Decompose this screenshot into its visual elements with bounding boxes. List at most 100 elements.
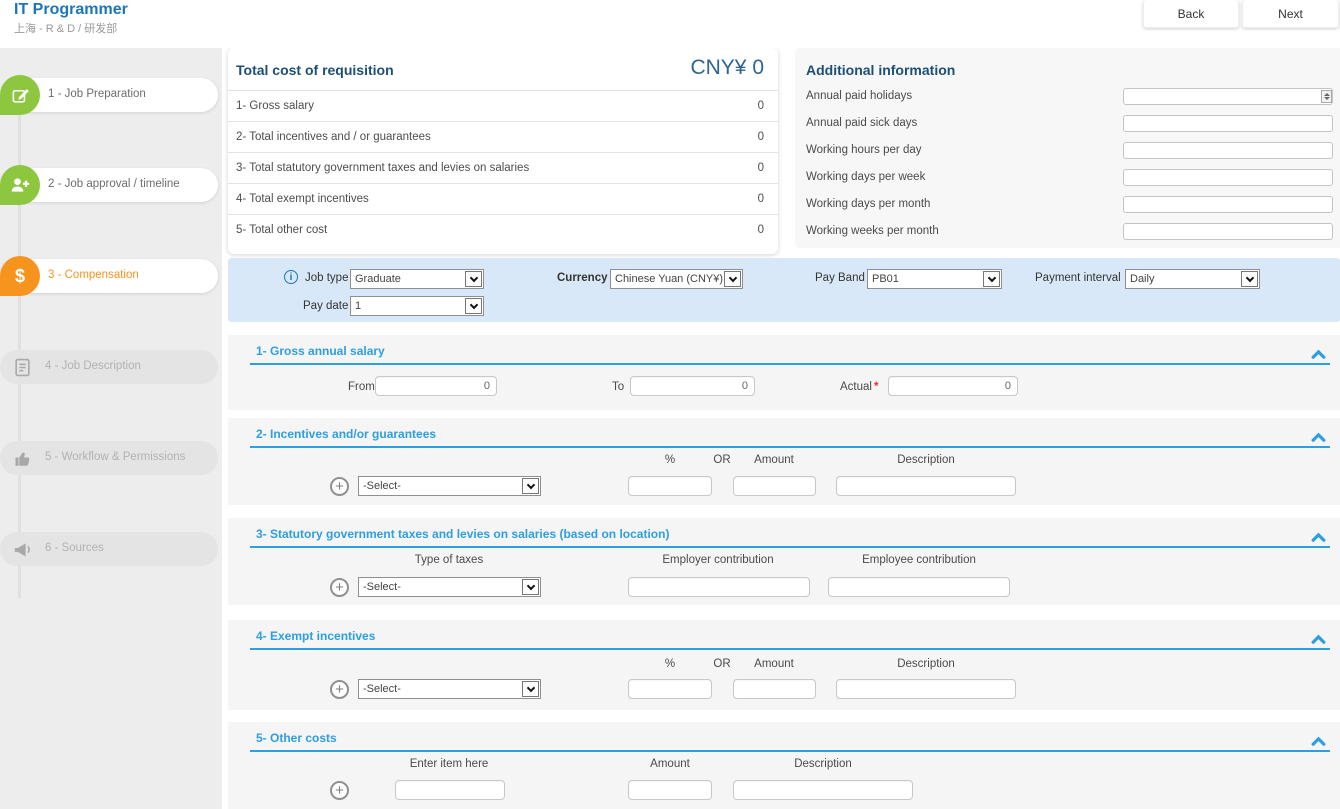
section-gross-annual-salary: 1- Gross annual salary From To Actual* — [228, 335, 1340, 410]
chevron-down-icon — [465, 298, 482, 314]
pay-date-select[interactable]: 1 — [350, 296, 484, 316]
info-icon[interactable]: i — [284, 270, 298, 284]
exempt-description-input[interactable] — [836, 679, 1016, 699]
other-cost-amount-input[interactable] — [628, 780, 712, 800]
job-type-select[interactable]: Graduate — [350, 269, 484, 289]
user-plus-icon — [0, 165, 40, 205]
working-days-per-month-input[interactable] — [1123, 196, 1333, 213]
working-days-per-week-input[interactable] — [1123, 169, 1333, 186]
compensation-toolbar: i Job type Graduate Currency Chinese Yua… — [228, 258, 1340, 322]
document-icon — [13, 358, 32, 377]
step-label: 5 - Workflow & Permissions — [45, 451, 186, 463]
exempt-select-value: -Select- — [363, 683, 401, 695]
back-button[interactable]: Back — [1143, 0, 1239, 28]
plus-icon[interactable]: + — [330, 477, 349, 496]
step-connector-line — [18, 98, 21, 598]
other-cost-item-input[interactable] — [395, 780, 505, 800]
percent-column-header: % — [664, 454, 676, 466]
actual-label: Actual * — [840, 381, 879, 393]
amount-column-header: Amount — [754, 454, 794, 466]
incentive-amount-input[interactable] — [733, 476, 816, 496]
page-subtitle: 上海 - R & D / 研发部 — [14, 23, 118, 35]
field-label: Working hours per day — [806, 144, 922, 156]
annual-paid-holidays-input[interactable] — [1123, 88, 1333, 105]
megaphone-icon — [13, 540, 32, 559]
incentive-select-value: -Select- — [363, 480, 401, 492]
chevron-up-icon[interactable] — [1311, 430, 1326, 442]
cost-row-label: 3- Total statutory government taxes and … — [236, 162, 530, 174]
total-cost-amount: CNY¥ 0 — [690, 56, 764, 79]
chevron-up-icon[interactable] — [1311, 632, 1326, 644]
additional-info-title: Additional information — [806, 62, 956, 78]
employee-contribution-input[interactable] — [828, 577, 1010, 597]
salary-to-input[interactable] — [630, 376, 755, 396]
additional-info-panel: Additional information Annual paid holid… — [795, 48, 1340, 248]
exempt-percent-input[interactable] — [628, 679, 712, 699]
field-label: Annual paid holidays — [806, 90, 913, 102]
payment-interval-select[interactable]: Daily — [1125, 269, 1260, 289]
tax-select-value: -Select- — [363, 581, 401, 593]
section-header: 1- Gross annual salary — [250, 341, 1330, 365]
total-cost-panel: Total cost of requisition CNY¥ 0 1- Gros… — [228, 48, 778, 254]
dollar-icon: $ — [0, 256, 40, 296]
sidebar-item-compensation[interactable]: $ 3 - Compensation — [0, 256, 218, 296]
tax-type-column-header: Type of taxes — [414, 554, 484, 566]
total-cost-rows: 1- Gross salary 0 2- Total incentives an… — [228, 90, 778, 246]
sidebar-item-job-preparation[interactable]: 1 - Job Preparation — [0, 75, 218, 115]
plus-icon[interactable]: + — [330, 781, 349, 800]
payment-interval-label: Payment interval — [1035, 272, 1121, 284]
incentive-description-input[interactable] — [836, 476, 1016, 496]
cost-row: 1- Gross salary 0 — [228, 91, 778, 122]
sidebar-item-sources[interactable]: 6 - Sources — [0, 532, 218, 566]
pay-date-value: 1 — [355, 300, 362, 312]
exempt-amount-input[interactable] — [733, 679, 816, 699]
number-spinner-icon[interactable] — [1321, 90, 1332, 103]
plus-icon[interactable]: + — [330, 578, 349, 597]
next-button[interactable]: Next — [1242, 0, 1339, 28]
chevron-down-icon — [522, 478, 539, 494]
section-exempt-incentives: 4- Exempt incentives % OR Amount Descrip… — [228, 620, 1340, 710]
chevron-up-icon[interactable] — [1311, 347, 1326, 359]
employer-contribution-input[interactable] — [628, 577, 810, 597]
sidebar-item-job-approval[interactable]: 2 - Job approval / timeline — [0, 165, 218, 205]
pay-band-label: Pay Band — [815, 272, 865, 284]
cost-row-label: 4- Total exempt incentives — [236, 193, 369, 205]
field-label: Working weeks per month — [806, 225, 939, 237]
sidebar-item-workflow-permissions[interactable]: 5 - Workflow & Permissions — [0, 441, 218, 475]
exempt-incentive-select[interactable]: -Select- — [358, 679, 541, 699]
section-header: 2- Incentives and/or guarantees — [250, 424, 1330, 448]
section-title: 3- Statutory government taxes and levies… — [256, 527, 670, 541]
step-label: 1 - Job Preparation — [48, 88, 146, 100]
working-weeks-per-month-input[interactable] — [1123, 223, 1333, 240]
chevron-up-icon[interactable] — [1311, 530, 1326, 542]
sidebar: 1 - Job Preparation 2 - Job approval / t… — [0, 48, 222, 809]
step-label: 4 - Job Description — [45, 360, 141, 372]
payment-interval-value: Daily — [1130, 273, 1155, 285]
section-title: 2- Incentives and/or guarantees — [256, 427, 437, 441]
plus-icon[interactable]: + — [330, 680, 349, 699]
cost-row-value: 0 — [757, 131, 764, 143]
sidebar-item-job-description[interactable]: 4 - Job Description — [0, 350, 218, 384]
chevron-up-icon[interactable] — [1311, 734, 1326, 746]
salary-actual-input[interactable] — [888, 376, 1018, 396]
header: IT Programmer 上海 - R & D / 研发部 Back Next — [0, 0, 1340, 48]
currency-select[interactable]: Chinese Yuan (CNY¥) — [610, 269, 743, 289]
tax-type-select[interactable]: -Select- — [358, 577, 541, 597]
percent-column-header: % — [664, 658, 676, 670]
pay-band-value: PB01 — [872, 273, 899, 285]
incentive-percent-input[interactable] — [628, 476, 712, 496]
other-cost-description-input[interactable] — [733, 780, 913, 800]
field-label: Working days per week — [806, 171, 926, 183]
pencil-icon — [0, 75, 40, 115]
chevron-down-icon — [1241, 271, 1258, 287]
section-statutory-taxes: 3- Statutory government taxes and levies… — [228, 518, 1340, 605]
description-column-header: Description — [897, 658, 955, 670]
pay-band-select[interactable]: PB01 — [867, 269, 1002, 289]
incentive-type-select[interactable]: -Select- — [358, 476, 541, 496]
annual-paid-sick-days-input[interactable] — [1123, 115, 1333, 132]
working-hours-per-day-input[interactable] — [1123, 142, 1333, 159]
step-label: 2 - Job approval / timeline — [48, 178, 180, 190]
cost-row-label: 1- Gross salary — [236, 100, 314, 112]
salary-from-input[interactable] — [375, 376, 497, 396]
section-header: 5- Other costs — [250, 728, 1330, 752]
